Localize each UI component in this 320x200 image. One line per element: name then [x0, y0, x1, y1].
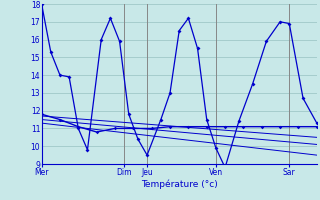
X-axis label: Température (°c): Température (°c)	[141, 180, 218, 189]
